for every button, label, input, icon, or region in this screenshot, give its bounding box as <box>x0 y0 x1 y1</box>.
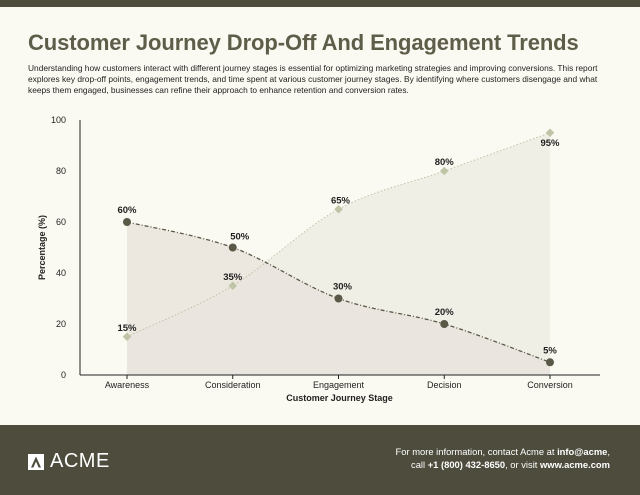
data-label: 15% <box>117 323 137 334</box>
y-tick-label: 40 <box>56 268 66 278</box>
x-tick-label: Decision <box>427 380 462 390</box>
footer: ACME For more information, contact Acme … <box>0 425 640 495</box>
data-label: 5% <box>543 345 557 356</box>
data-label: 60% <box>117 205 137 216</box>
acme-logo-icon <box>28 453 44 470</box>
data-label: 65% <box>331 195 351 206</box>
journey-chart: 60% 50% 30% 20% 5% 15% 35% 65% 80% 95% 0 20 40 60 80 1… <box>37 115 600 403</box>
brand-name: ACME <box>50 450 110 472</box>
drop-off-point <box>334 294 343 303</box>
contact-prefix: For more information, contact Acme at <box>395 446 558 457</box>
y-tick-label: 80 <box>56 166 66 176</box>
data-label: 50% <box>230 232 250 243</box>
x-tick-label: Conversion <box>527 380 573 390</box>
engagement-point <box>228 281 237 290</box>
data-label: 20% <box>435 307 455 318</box>
y-tick-label: 60 <box>56 217 66 227</box>
series-line-engagement <box>126 132 551 338</box>
x-axis-title: Customer Journey Stage <box>286 393 393 403</box>
x-tick-label: Awareness <box>105 380 150 390</box>
engagement-point <box>334 205 343 214</box>
drop-off-point <box>228 243 237 252</box>
drop-off-point <box>123 218 131 226</box>
contact-separator: , <box>607 446 610 457</box>
drop-off-point <box>440 320 449 328</box>
engagement-point <box>122 332 132 341</box>
x-tick-label: Engagement <box>313 380 365 390</box>
drop-off-point <box>546 358 554 367</box>
top-accent-bar <box>0 0 640 7</box>
contact-phone[interactable]: +1 (800) 432-8650 <box>427 459 506 470</box>
visit-text: , or visit <box>505 459 540 470</box>
x-tick-label: Consideration <box>205 380 261 390</box>
call-prefix: call <box>411 459 428 470</box>
y-tick-label: 100 <box>51 115 66 125</box>
data-label: 35% <box>223 272 243 283</box>
contact-website[interactable]: www.acme.com <box>540 459 610 470</box>
page-title: Customer Journey Drop-Off And Engagement… <box>28 30 579 55</box>
y-axis-title: Percentage (%) <box>37 215 47 280</box>
data-label: 80% <box>435 157 455 168</box>
report-description: Understanding how customers interact wit… <box>28 63 598 95</box>
acme-logo: ACME <box>28 450 110 473</box>
data-label: 95% <box>540 138 560 149</box>
contact-email[interactable]: info@acme <box>557 446 608 457</box>
data-label: 30% <box>333 282 353 293</box>
engagement-point <box>440 166 449 176</box>
contact-info: For more information, contact Acme at in… <box>396 445 610 471</box>
y-tick-label: 20 <box>56 319 66 329</box>
y-tick-label: 0 <box>61 370 66 380</box>
